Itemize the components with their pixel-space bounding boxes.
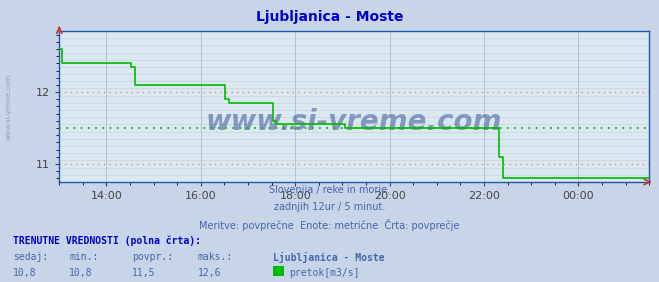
Text: sedaj:: sedaj: <box>13 252 48 262</box>
Text: Meritve: povprečne  Enote: metrične  Črta: povprečje: Meritve: povprečne Enote: metrične Črta:… <box>199 219 460 231</box>
Text: 10,8: 10,8 <box>69 268 93 278</box>
Text: povpr.:: povpr.: <box>132 252 173 262</box>
Text: www.si-vreme.com: www.si-vreme.com <box>5 74 12 140</box>
Text: pretok[m3/s]: pretok[m3/s] <box>289 268 359 278</box>
Text: 10,8: 10,8 <box>13 268 37 278</box>
Text: min.:: min.: <box>69 252 99 262</box>
Text: Slovenija / reke in morje.: Slovenija / reke in morje. <box>269 185 390 195</box>
Text: www.si-vreme.com: www.si-vreme.com <box>206 107 502 136</box>
Text: 11,5: 11,5 <box>132 268 156 278</box>
Text: zadnjih 12ur / 5 minut.: zadnjih 12ur / 5 minut. <box>273 202 386 212</box>
Text: 12,6: 12,6 <box>198 268 221 278</box>
Text: Ljubljanica - Moste: Ljubljanica - Moste <box>273 252 385 263</box>
Text: maks.:: maks.: <box>198 252 233 262</box>
Text: Ljubljanica - Moste: Ljubljanica - Moste <box>256 10 403 24</box>
Text: TRENUTNE VREDNOSTI (polna črta):: TRENUTNE VREDNOSTI (polna črta): <box>13 235 201 246</box>
